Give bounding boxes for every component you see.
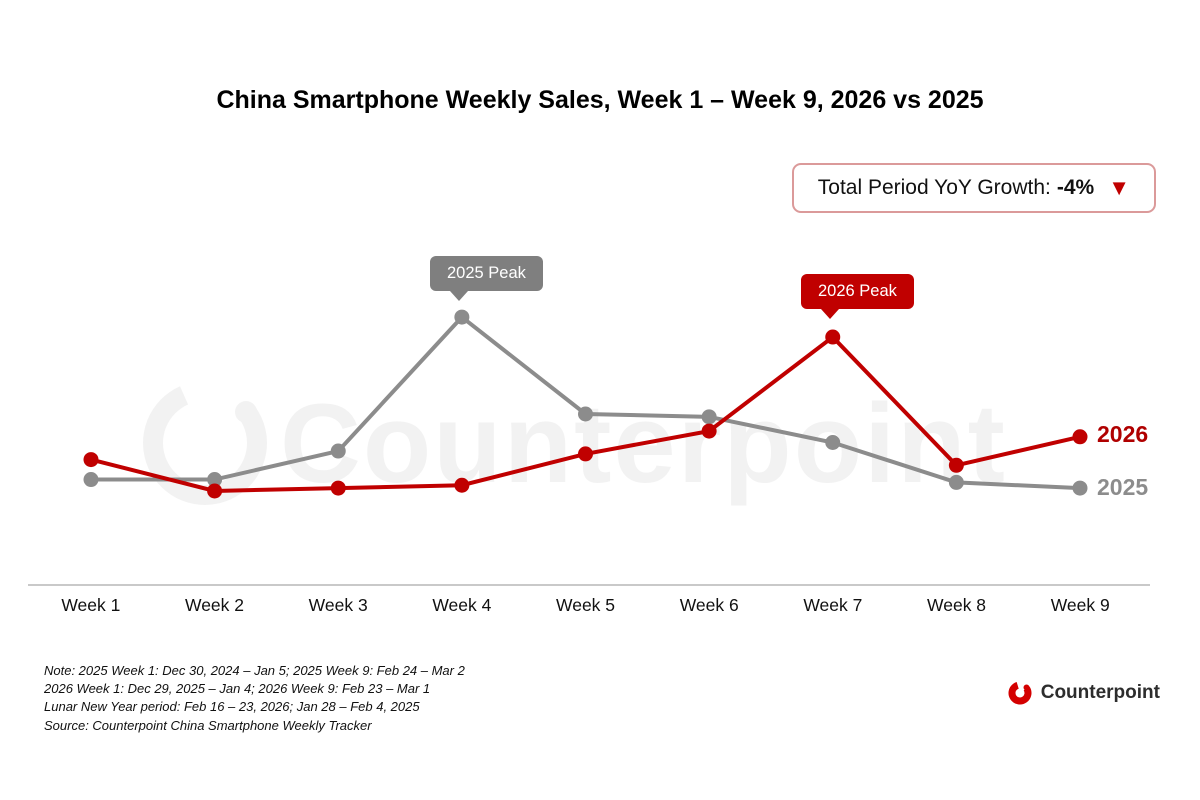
x-tick-week-6: Week 6: [679, 595, 739, 615]
counterpoint-logo: Counterpoint: [1007, 680, 1160, 706]
data-point-2026-week-2: [207, 483, 223, 499]
x-tick-week-3: Week 3: [308, 595, 368, 615]
x-axis-line: [28, 584, 1150, 586]
data-point-2026-week-8: [948, 457, 964, 473]
data-point-2025-week-3: [330, 443, 346, 459]
data-point-2026-week-3: [330, 480, 346, 496]
data-point-2025-week-4: [454, 309, 470, 325]
footnotes: Note: 2025 Week 1: Dec 30, 2024 – Jan 5;…: [44, 662, 465, 735]
yoy-growth-badge: Total Period YoY Growth: -4% ▼: [791, 163, 1156, 213]
data-point-2025-week-9: [1072, 480, 1088, 496]
data-point-2026-week-6: [701, 423, 717, 439]
callout-2025-peak: 2025 Peak: [430, 256, 543, 301]
x-axis-tick-labels: Week 1 Week 2 Week 3 Week 4 Week 5 Week …: [29, 595, 1142, 616]
data-point-2026-week-1: [83, 452, 99, 468]
series-label-2025: 2025: [1097, 474, 1149, 500]
x-tick-week-1: Week 1: [61, 595, 121, 615]
x-tick-week-9: Week 9: [1050, 595, 1110, 615]
series-line-2025: [91, 314, 1081, 491]
yoy-growth-text: Total Period YoY Growth: -4%: [818, 176, 1094, 200]
yoy-growth-label: Total Period YoY Growth:: [817, 176, 1051, 199]
data-point-2025-week-2: [207, 472, 223, 488]
series-label-2026: 2026: [1097, 421, 1149, 447]
x-tick-week-2: Week 2: [185, 595, 245, 615]
data-point-2026-week-4: [454, 477, 470, 493]
data-point-2025-week-5: [578, 406, 593, 422]
x-tick-week-7: Week 7: [803, 595, 863, 615]
data-point-2026-week-5: [578, 446, 593, 462]
data-point-2026-week-9: [1072, 429, 1088, 445]
callout-2025-peak-label: 2025 Peak: [447, 264, 526, 282]
yoy-growth-value: -4%: [1056, 176, 1095, 199]
callout-2026-peak: 2026 Peak: [801, 274, 914, 319]
footnote-line-3: Lunar New Year period: Feb 16 – 23, 2026…: [44, 699, 420, 715]
down-triangle-icon: ▼: [1108, 175, 1130, 200]
footnote-line-2: 2026 Week 1: Dec 29, 2025 – Jan 4; 2026 …: [44, 681, 431, 697]
data-point-2025-week-6: [701, 409, 717, 425]
data-point-2025-week-7: [825, 435, 841, 450]
data-point-2025-week-1: [83, 472, 99, 488]
counterpoint-logo-text: Counterpoint: [1040, 682, 1160, 703]
x-tick-week-4: Week 4: [432, 595, 492, 615]
x-tick-week-8: Week 8: [927, 595, 987, 615]
counterpoint-logo-icon: [1008, 681, 1032, 705]
data-point-2026-week-7: [825, 329, 841, 345]
footnote-line-1: Note: 2025 Week 1: Dec 30, 2024 – Jan 5;…: [44, 663, 465, 678]
callout-2026-peak-label: 2026 Peak: [818, 282, 897, 300]
footnote-line-4: Source: Counterpoint China Smartphone We…: [44, 717, 372, 733]
x-tick-week-5: Week 5: [556, 595, 616, 615]
data-point-2025-week-8: [948, 474, 964, 490]
chart-title: China Smartphone Weekly Sales, Week 1 – …: [216, 86, 984, 114]
